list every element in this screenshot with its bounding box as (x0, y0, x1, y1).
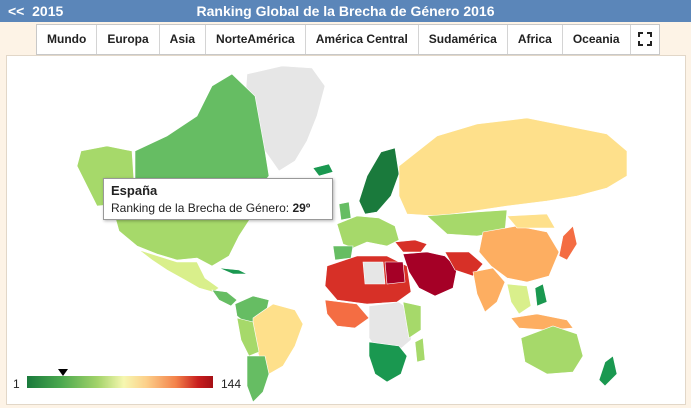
country-china (478, 225, 560, 283)
country-spain (332, 245, 354, 261)
legend-min-label: 1 (13, 377, 20, 391)
region-tabs: Mundo Europa Asia NorteAmérica América C… (36, 24, 660, 55)
country-southeast-asia (506, 283, 532, 315)
tooltip-row: Ranking de la Brecha de Género: 29º (111, 201, 325, 215)
country-middle-east (402, 251, 458, 297)
country-scandinavia (358, 147, 400, 215)
country-argentina (246, 355, 270, 403)
world-map-svg (76, 65, 628, 403)
country-egypt (384, 261, 406, 285)
title-bar: << 2015 Ranking Global de la Brecha de G… (0, 0, 691, 22)
country-east-africa (402, 301, 422, 339)
country-japan (558, 225, 578, 261)
legend-marker-icon (58, 369, 69, 376)
country-uk (338, 201, 352, 221)
country-tooltip: España Ranking de la Brecha de Género: 2… (103, 178, 333, 220)
tab-oceania[interactable]: Oceania (562, 25, 631, 54)
back-label: << (8, 3, 25, 19)
country-indonesia (510, 313, 574, 331)
country-australia (520, 325, 584, 375)
country-central-africa (368, 301, 416, 353)
country-western-europe (336, 215, 400, 249)
country-turkey (394, 239, 428, 253)
country-west-africa (324, 299, 370, 329)
country-iran (444, 251, 484, 277)
legend-max-label: 144 (221, 377, 242, 391)
tab-asia[interactable]: Asia (159, 25, 207, 54)
legend-color-scale (27, 376, 213, 388)
expand-icon (637, 32, 652, 46)
country-central-america (211, 289, 238, 307)
tooltip-value: 29º (292, 201, 311, 215)
tooltip-label: Ranking de la Brecha de Género: (111, 201, 290, 215)
tab-africa[interactable]: Africa (507, 25, 563, 54)
country-new-zealand (598, 355, 618, 387)
country-mexico (138, 249, 220, 293)
country-mongolia (506, 213, 556, 229)
fullscreen-button[interactable] (630, 25, 659, 54)
country-iceland (312, 163, 334, 177)
tab-mundo[interactable]: Mundo (37, 25, 98, 54)
tab-america-central[interactable]: América Central (305, 25, 419, 54)
country-madagascar (414, 337, 426, 363)
year-label: 2015 (32, 3, 64, 19)
country-libya (362, 261, 386, 285)
country-peru (236, 317, 260, 357)
country-southern-africa (368, 341, 408, 383)
country-philippines (534, 283, 548, 307)
tab-europa[interactable]: Europa (97, 25, 160, 54)
tab-norteamerica[interactable]: NorteAmérica (206, 25, 306, 54)
tab-sudamerica[interactable]: Sudamérica (418, 25, 508, 54)
world-map[interactable] (6, 55, 686, 405)
country-india (472, 267, 506, 313)
page-title: Ranking Global de la Brecha de Género 20… (196, 3, 495, 19)
back-year-button[interactable]: << 2015 (8, 3, 63, 19)
country-russia (398, 117, 628, 217)
tooltip-country: España (111, 183, 158, 198)
country-cuba (218, 267, 248, 275)
